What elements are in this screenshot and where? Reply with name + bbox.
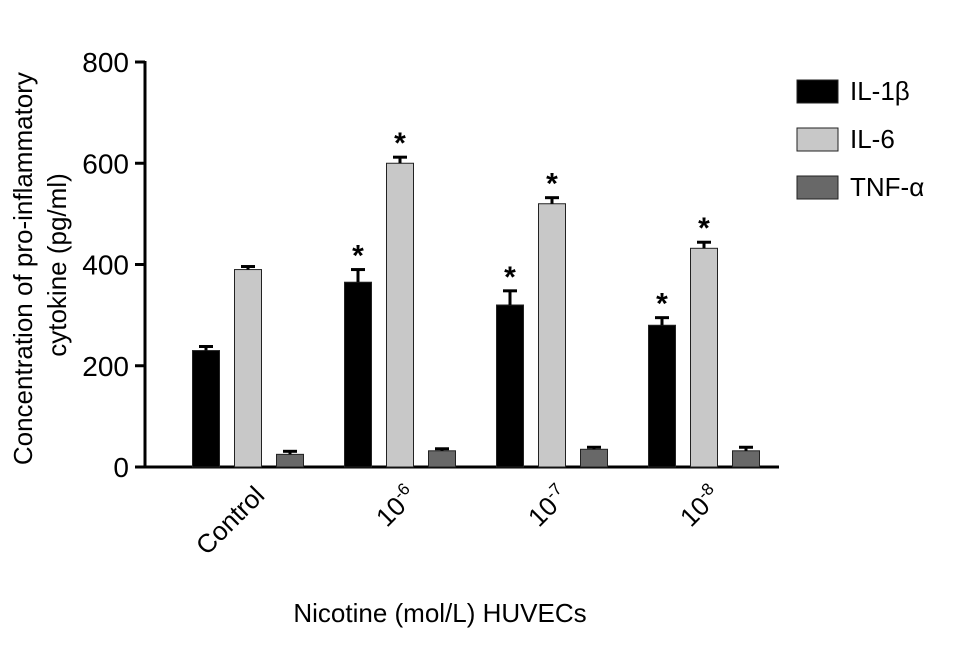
y-tick-label: 600 — [82, 148, 129, 179]
x-tick-label: 10-8 — [673, 479, 726, 532]
bar — [648, 324, 676, 468]
bar — [690, 247, 718, 468]
bar — [276, 453, 304, 468]
legend-swatch — [796, 175, 839, 200]
y-axis-title-line: cytokine (pg/ml) — [42, 173, 72, 357]
significance-mark: * — [504, 261, 516, 294]
y-tick-label: 0 — [113, 452, 129, 483]
bar — [580, 448, 608, 468]
x-axis-title: Nicotine (mol/L) HUVECs — [293, 598, 586, 628]
y-axis-title: Concentration of pro-inflammatory cytoki… — [8, 65, 72, 465]
significance-mark: * — [352, 240, 364, 273]
significance-mark: * — [698, 212, 710, 245]
significance-mark: * — [656, 288, 668, 321]
significance-mark: * — [546, 168, 558, 201]
bar — [344, 281, 372, 468]
x-tick-label: 10-7 — [521, 479, 574, 532]
legend-label: IL-1β — [850, 76, 910, 106]
y-tick-label: 200 — [82, 351, 129, 382]
legend-label: TNF-α — [850, 172, 924, 202]
x-tick-label: Control — [190, 480, 270, 560]
x-tick-label: 10-6 — [369, 479, 422, 532]
y-axis-title-line: Concentration of pro-inflammatory — [8, 72, 38, 465]
y-tick-label: 400 — [82, 250, 129, 281]
bar — [732, 450, 760, 468]
y-tick-label: 800 — [82, 47, 129, 78]
legend-swatch — [796, 79, 839, 104]
bar — [496, 304, 524, 468]
bar — [386, 162, 414, 468]
significance-mark: * — [394, 127, 406, 160]
bar — [428, 450, 456, 468]
bar — [234, 269, 262, 468]
bar — [538, 203, 566, 468]
x-tick-label-base: Control — [190, 480, 270, 560]
legend-label: IL-6 — [850, 124, 895, 154]
legend-swatch — [796, 127, 839, 152]
bar — [192, 350, 220, 468]
